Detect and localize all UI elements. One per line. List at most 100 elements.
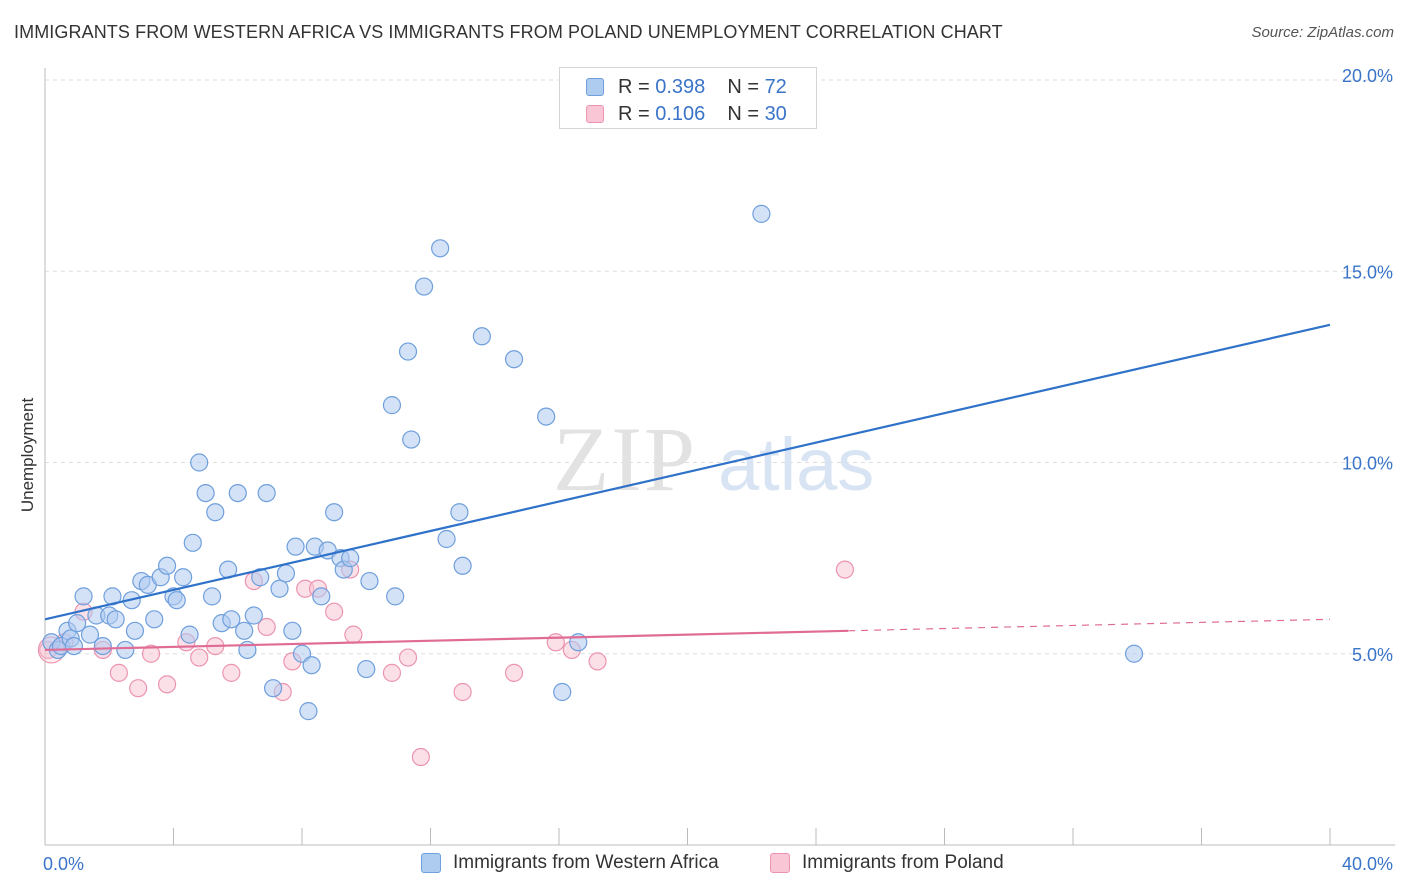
- watermark-atlas: atlas: [718, 423, 874, 506]
- western-africa-point: [64, 636, 84, 656]
- legend-swatch-blue: [586, 78, 604, 96]
- correlation-legend: R = 0.398 N = 72 R = 0.106 N = 30: [559, 67, 817, 129]
- legend-row-western-africa: R = 0.398 N = 72: [586, 76, 787, 98]
- western-africa-point: [341, 549, 360, 568]
- y-tick-label: 5.0%: [1352, 645, 1393, 665]
- poland-point: [141, 644, 161, 663]
- western-africa-point: [180, 625, 199, 644]
- bottom-legend-label: Immigrants from Western Africa: [453, 852, 719, 873]
- western-africa-point: [196, 484, 215, 503]
- poland-point: [398, 648, 418, 667]
- western-africa-point: [472, 327, 491, 346]
- poland-point: [382, 663, 402, 682]
- poland-trend-line: [44, 629, 849, 652]
- legend-r-value: 0.398: [655, 75, 706, 98]
- poland-point: [588, 652, 607, 671]
- y-tick-label: 15.0%: [1342, 262, 1393, 282]
- western-africa-point: [302, 656, 321, 675]
- western-africa-point: [398, 342, 418, 361]
- western-africa-point: [437, 529, 456, 549]
- western-africa-point: [251, 568, 270, 587]
- western-africa-point: [235, 621, 254, 640]
- western-africa-point: [325, 503, 344, 522]
- legend-r-label: R =: [618, 102, 650, 125]
- poland-point: [157, 675, 177, 694]
- western-africa-point: [257, 484, 276, 503]
- legend-n-value: 30: [764, 102, 787, 125]
- western-africa-point: [382, 396, 402, 415]
- watermark: ZIP atlas: [553, 408, 874, 510]
- legend-row-poland: R = 0.106 N = 30: [586, 103, 787, 125]
- western-africa-point: [174, 568, 193, 587]
- poland-point: [411, 747, 430, 767]
- western-africa-point: [244, 606, 263, 625]
- bottom-legend-poland: Immigrants from Poland: [770, 852, 1004, 874]
- poland-trend-extension: [848, 618, 1331, 632]
- poland-point: [190, 648, 209, 667]
- legend-r-value: 0.106: [655, 102, 706, 125]
- poland-point: [109, 663, 128, 682]
- watermark-zip: ZIP: [553, 408, 697, 510]
- x-tick-label: 0.0%: [43, 854, 84, 874]
- western-africa-point: [450, 503, 469, 522]
- western-africa-point: [276, 564, 296, 583]
- tick-labels: 5.0% 10.0% 15.0% 20.0% 0.0% 40.0%: [43, 66, 1393, 874]
- western-africa-point: [80, 625, 100, 644]
- poland-point: [504, 663, 524, 682]
- western-africa-point: [167, 591, 186, 610]
- western-africa-point: [537, 407, 556, 426]
- western-africa-point: [752, 204, 771, 223]
- poland-point: [344, 625, 363, 644]
- western-africa-point: [1124, 644, 1144, 663]
- western-africa-point: [414, 277, 434, 296]
- western-africa-point: [183, 533, 202, 552]
- western-africa-point: [312, 587, 331, 606]
- source-attribution: Source: ZipAtlas.com: [1251, 24, 1394, 41]
- poland-point: [546, 633, 565, 652]
- chart-title: IMMIGRANTS FROM WESTERN AFRICA VS IMMIGR…: [14, 22, 1003, 42]
- poland-point: [325, 602, 344, 621]
- western-africa-point: [283, 621, 302, 640]
- y-tick-label: 20.0%: [1342, 66, 1393, 86]
- western-africa-point: [190, 453, 209, 472]
- bottom-legend-label: Immigrants from Poland: [802, 852, 1004, 873]
- poland-point: [222, 663, 241, 682]
- western-africa-point: [286, 537, 305, 556]
- western-africa-point: [125, 621, 145, 640]
- western-africa-point: [553, 682, 572, 702]
- western-africa-point: [206, 503, 225, 522]
- legend-n-label: N =: [727, 75, 759, 98]
- western-africa-point: [386, 587, 405, 606]
- bottom-legend-western-africa: Immigrants from Western Africa: [421, 852, 719, 874]
- western-africa-point: [453, 556, 472, 575]
- western-africa-point: [106, 610, 125, 629]
- gridlines: [45, 79, 1395, 655]
- western-africa-point: [93, 636, 112, 656]
- y-axis-label: Unemployment: [18, 397, 37, 513]
- western-africa-point: [228, 484, 247, 503]
- legend-r-label: R =: [618, 75, 650, 98]
- poland-point: [453, 682, 472, 702]
- western-africa-point: [68, 614, 87, 633]
- western-africa-point: [202, 587, 222, 606]
- legend-n-label: N =: [727, 102, 759, 125]
- axes: [44, 68, 1395, 846]
- bottom-legend-swatch-blue: [421, 853, 441, 873]
- western-africa-point: [357, 659, 376, 679]
- western-africa-trend-line: [44, 323, 1331, 621]
- western-africa-point: [116, 640, 135, 660]
- western-africa-point: [504, 350, 524, 369]
- western-africa-point: [431, 239, 450, 258]
- y-tick-label: 10.0%: [1342, 454, 1393, 474]
- bottom-legend-swatch-pink: [770, 853, 790, 873]
- western-africa-point: [270, 579, 289, 598]
- western-africa-point: [222, 610, 241, 629]
- western-africa-point: [360, 571, 379, 591]
- western-africa-point: [145, 610, 164, 629]
- poland-point: [257, 617, 276, 637]
- western-africa-point: [74, 587, 93, 606]
- legend-n-value: 72: [764, 75, 787, 98]
- x-tick-label: 40.0%: [1342, 854, 1393, 874]
- trend-lines: [44, 323, 1331, 652]
